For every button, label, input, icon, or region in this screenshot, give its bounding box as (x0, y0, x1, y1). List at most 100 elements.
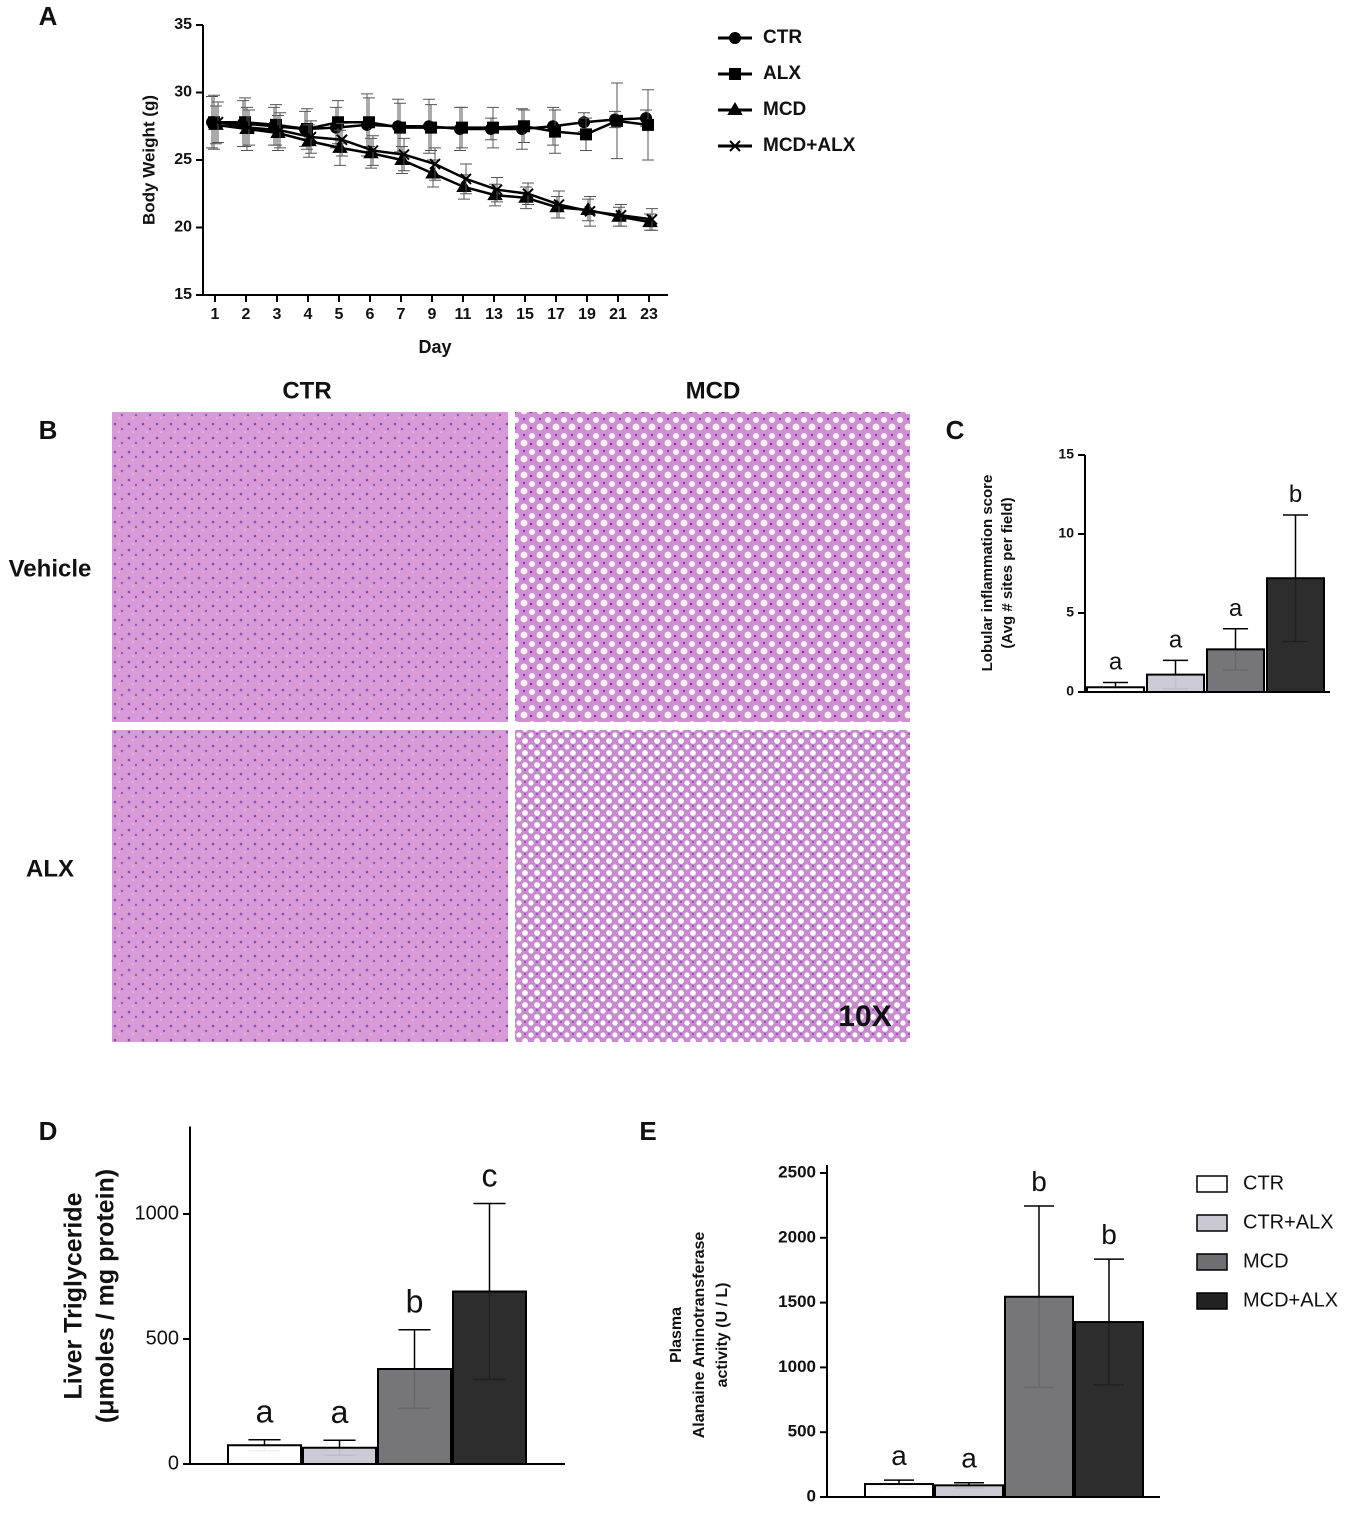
y-tick-label: 1500 (778, 1292, 816, 1311)
micrograph (515, 730, 910, 1042)
x-tick-label: 2 (242, 306, 251, 323)
marker (332, 116, 344, 129)
significance-letter: a (331, 1394, 349, 1430)
panel-label: B (39, 415, 58, 445)
marker (305, 131, 317, 143)
marker (363, 116, 375, 129)
y-tick-label: 20 (174, 219, 192, 236)
x-tick-label: 7 (397, 306, 406, 323)
y-tick-label: 0 (168, 1452, 179, 1474)
marker (642, 118, 654, 131)
column-label: CTR (282, 377, 331, 404)
y-axis-label: Lobular inflammation score (979, 475, 996, 672)
marker (518, 120, 530, 133)
marker (584, 205, 596, 218)
x-axis-label: Day (418, 337, 451, 357)
legend-swatch (1196, 1292, 1228, 1310)
marker (615, 209, 627, 222)
marker (577, 116, 591, 129)
x-tick-label: 13 (485, 306, 503, 323)
legend-label: ALX (763, 63, 801, 84)
x-tick-label: 3 (273, 306, 282, 323)
marker (553, 198, 565, 211)
legend-marker (729, 140, 741, 152)
legend-marker (727, 102, 743, 115)
marker (487, 121, 499, 134)
x-tick-label: 11 (455, 306, 472, 323)
micrograph (515, 412, 910, 722)
significance-letter: a (961, 1443, 977, 1474)
significance-letter: c (482, 1157, 498, 1193)
legend-label: MCD (1243, 1250, 1289, 1272)
x-tick-label: 19 (578, 306, 596, 323)
significance-letter: b (1101, 1219, 1117, 1250)
marker (522, 188, 534, 200)
bar (377, 1368, 452, 1465)
legend-marker (729, 68, 741, 80)
significance-letter: a (256, 1394, 274, 1430)
marker (274, 124, 286, 137)
y-axis-label: Body Weight (g) (139, 95, 158, 225)
significance-letter: b (1289, 481, 1302, 508)
legend-label: CTR+ALX (1243, 1211, 1334, 1233)
legend-label: MCD+ALX (763, 135, 856, 156)
significance-letter: a (1109, 649, 1123, 676)
legend-marker (728, 32, 742, 44)
x-tick-label: 21 (609, 306, 627, 323)
marker (332, 139, 348, 153)
marker (429, 158, 441, 170)
row-label: Vehicle (9, 555, 92, 582)
x-tick-label: 23 (640, 306, 658, 323)
bar (1074, 1321, 1144, 1499)
marker (367, 144, 379, 157)
y-tick-label: 0 (1066, 683, 1074, 699)
magnification: 10X (838, 1000, 891, 1033)
marker (243, 121, 255, 134)
y-axis-label: Plasma (668, 1307, 685, 1363)
bar (452, 1290, 527, 1465)
y-tick-label: 10 (1058, 525, 1074, 541)
bar (934, 1484, 1004, 1499)
y-tick-label: 2500 (778, 1162, 816, 1181)
panel-label: D (39, 1116, 58, 1146)
legend-swatch (1196, 1214, 1228, 1232)
x-tick-label: 4 (304, 306, 313, 323)
y-tick-label: 30 (174, 84, 192, 101)
marker (491, 183, 503, 196)
x-tick-label: 15 (516, 306, 534, 323)
marker (456, 179, 472, 192)
marker (212, 116, 224, 128)
x-tick-label: 17 (547, 306, 565, 323)
y-axis-label: Liver Triglyceride (60, 1192, 88, 1399)
marker (460, 173, 472, 185)
x-tick-label: 5 (335, 306, 344, 323)
y-axis-label: (μmoles / mg protein) (92, 1169, 120, 1423)
legend-label: CTR (1243, 1172, 1284, 1194)
legend-swatch (1196, 1175, 1228, 1193)
significance-letter: a (1169, 627, 1183, 654)
significance-letter: b (1031, 1166, 1047, 1197)
bar (1146, 673, 1205, 693)
bar (1004, 1295, 1074, 1498)
marker (646, 213, 658, 226)
y-tick-label: 500 (788, 1422, 816, 1441)
bar (302, 1446, 377, 1465)
legend-label: MCD (763, 99, 806, 120)
x-tick-label: 1 (211, 306, 220, 323)
x-tick-label: 6 (366, 306, 375, 323)
y-tick-label: 15 (1058, 446, 1074, 462)
y-tick-label: 2000 (778, 1227, 816, 1246)
legend-label: MCD+ALX (1243, 1289, 1338, 1311)
marker (549, 125, 561, 138)
significance-letter: b (406, 1284, 424, 1320)
significance-letter: a (1229, 595, 1243, 622)
bar (1206, 648, 1265, 694)
y-tick-label: 1000 (778, 1357, 816, 1376)
x-tick-label: 9 (428, 306, 437, 323)
marker (425, 121, 437, 134)
micrograph (112, 730, 508, 1042)
marker (580, 128, 592, 141)
y-tick-label: 35 (174, 16, 192, 33)
marker (394, 121, 406, 134)
y-axis-label: Alanaine Aminotransferase (691, 1232, 708, 1439)
